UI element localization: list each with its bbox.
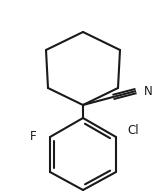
Text: Cl: Cl [127,123,139,136]
Text: F: F [30,131,36,143]
Text: N: N [144,84,153,97]
